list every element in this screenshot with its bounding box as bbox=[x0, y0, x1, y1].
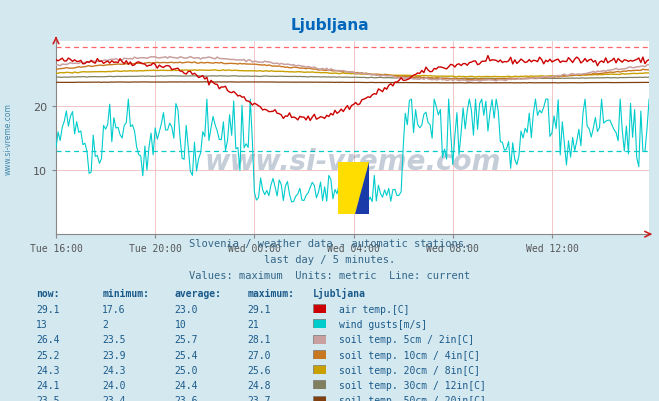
Text: last day / 5 minutes.: last day / 5 minutes. bbox=[264, 255, 395, 265]
Text: Ljubljana: Ljubljana bbox=[290, 18, 369, 33]
Text: 25.0: 25.0 bbox=[175, 365, 198, 375]
Text: average:: average: bbox=[175, 289, 221, 299]
Text: now:: now: bbox=[36, 289, 60, 299]
Text: soil temp. 20cm / 8in[C]: soil temp. 20cm / 8in[C] bbox=[339, 365, 480, 375]
Text: 23.5: 23.5 bbox=[36, 395, 60, 401]
Text: 25.2: 25.2 bbox=[36, 350, 60, 360]
Text: 24.3: 24.3 bbox=[102, 365, 126, 375]
Text: Ljubljana: Ljubljana bbox=[313, 288, 366, 299]
Text: 24.8: 24.8 bbox=[247, 380, 271, 390]
Text: 23.6: 23.6 bbox=[175, 395, 198, 401]
Text: 23.7: 23.7 bbox=[247, 395, 271, 401]
Text: Slovenia / weather data - automatic stations.: Slovenia / weather data - automatic stat… bbox=[189, 239, 470, 249]
Text: 10: 10 bbox=[175, 319, 186, 329]
Text: 23.0: 23.0 bbox=[175, 304, 198, 314]
Text: 24.1: 24.1 bbox=[36, 380, 60, 390]
Text: wind gusts[m/s]: wind gusts[m/s] bbox=[339, 319, 428, 329]
Text: 25.6: 25.6 bbox=[247, 365, 271, 375]
Text: 23.9: 23.9 bbox=[102, 350, 126, 360]
Text: www.si-vreme.com: www.si-vreme.com bbox=[204, 148, 501, 175]
Text: 28.1: 28.1 bbox=[247, 334, 271, 344]
Text: 21: 21 bbox=[247, 319, 259, 329]
Text: 25.7: 25.7 bbox=[175, 334, 198, 344]
Text: maximum:: maximum: bbox=[247, 289, 294, 299]
Text: minimum:: minimum: bbox=[102, 289, 149, 299]
Polygon shape bbox=[355, 162, 370, 215]
Text: 24.0: 24.0 bbox=[102, 380, 126, 390]
Text: 26.4: 26.4 bbox=[36, 334, 60, 344]
Text: 2: 2 bbox=[102, 319, 108, 329]
Text: 24.3: 24.3 bbox=[36, 365, 60, 375]
Text: 29.1: 29.1 bbox=[36, 304, 60, 314]
Text: air temp.[C]: air temp.[C] bbox=[339, 304, 410, 314]
Text: soil temp. 30cm / 12in[C]: soil temp. 30cm / 12in[C] bbox=[339, 380, 486, 390]
Text: soil temp. 50cm / 20in[C]: soil temp. 50cm / 20in[C] bbox=[339, 395, 486, 401]
Text: 23.5: 23.5 bbox=[102, 334, 126, 344]
Text: 17.6: 17.6 bbox=[102, 304, 126, 314]
Polygon shape bbox=[338, 162, 370, 215]
Text: 24.4: 24.4 bbox=[175, 380, 198, 390]
Text: soil temp. 10cm / 4in[C]: soil temp. 10cm / 4in[C] bbox=[339, 350, 480, 360]
Text: 25.4: 25.4 bbox=[175, 350, 198, 360]
Text: 13: 13 bbox=[36, 319, 48, 329]
Text: soil temp. 5cm / 2in[C]: soil temp. 5cm / 2in[C] bbox=[339, 334, 474, 344]
Text: 29.1: 29.1 bbox=[247, 304, 271, 314]
Text: Values: maximum  Units: metric  Line: current: Values: maximum Units: metric Line: curr… bbox=[189, 271, 470, 281]
Text: www.si-vreme.com: www.si-vreme.com bbox=[3, 103, 13, 174]
Text: 23.4: 23.4 bbox=[102, 395, 126, 401]
Text: 27.0: 27.0 bbox=[247, 350, 271, 360]
